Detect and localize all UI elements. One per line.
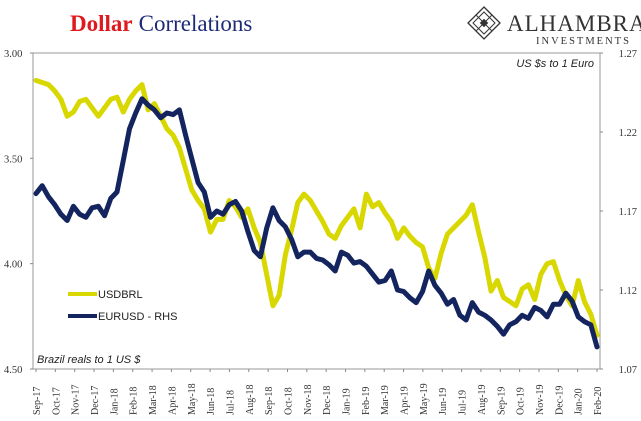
x-tick-label: Sep-17 xyxy=(32,387,43,415)
legend: USDBRL EURUSD - RHS xyxy=(68,289,177,323)
right-tick-label: 1.12 xyxy=(619,286,637,297)
left-tick-label: 3.50 xyxy=(4,154,22,165)
x-tick-label: Nov-19 xyxy=(535,384,546,415)
x-tick-label: Aug-19 xyxy=(477,384,488,415)
diamond-emblem-icon xyxy=(467,6,501,40)
left-axis-note: Brazil reals to 1 US $ xyxy=(37,354,141,366)
left-tick-label: 4.00 xyxy=(4,260,22,271)
x-tick-label: May-19 xyxy=(419,383,430,415)
right-tick-label: 1.27 xyxy=(619,49,637,60)
left-tick-label: 3.00 xyxy=(4,49,22,60)
title-red: Dollar xyxy=(70,11,133,36)
x-tick-label: Oct-17 xyxy=(51,387,62,415)
right-tick-label: 1.22 xyxy=(619,128,637,139)
x-tick-label: Jun-19 xyxy=(438,388,449,415)
x-tick-label: Dec-17 xyxy=(90,386,101,415)
x-tick-label: Jun-18 xyxy=(206,388,217,415)
x-tick-label: Feb-19 xyxy=(361,387,372,415)
x-tick-label: Feb-20 xyxy=(593,387,604,415)
x-tick-label: Sep-19 xyxy=(496,387,507,415)
series-layer xyxy=(33,77,600,350)
x-tick-label: Feb-18 xyxy=(129,387,140,415)
right-axis-note: US $s to 1 Euro xyxy=(516,58,594,70)
series-line-eurusd xyxy=(33,96,600,350)
x-tick-label: Sep-18 xyxy=(264,387,275,415)
brand-name: ALHAMBRA xyxy=(507,11,641,36)
x-tick-label: Jan-20 xyxy=(574,388,585,415)
legend-label-eurusd: EURUSD - RHS xyxy=(98,311,177,323)
x-tick-label: Oct-19 xyxy=(516,387,527,415)
right-tick-label: 1.07 xyxy=(619,365,637,376)
brand-subtitle: INVESTMENTS xyxy=(536,36,631,47)
x-tick-label: Jan-19 xyxy=(342,388,353,415)
x-tick-label: Mar-18 xyxy=(148,385,159,415)
x-tick-label: Jul-18 xyxy=(225,390,236,415)
left-axis: 3.00 3.50 4.00 4.50 xyxy=(4,49,33,376)
left-tick-label: 4.50 xyxy=(4,365,22,376)
right-axis: 1.27 1.22 1.17 1.12 1.07 xyxy=(600,49,637,376)
x-tick-label: Jan-18 xyxy=(109,388,120,415)
x-tick-label: Mar-19 xyxy=(380,385,391,415)
x-tick-label: Dec-19 xyxy=(554,386,565,415)
x-tick-label: Dec-18 xyxy=(322,386,333,415)
right-tick-label: 1.17 xyxy=(619,207,637,218)
x-tick-label: Apr-18 xyxy=(167,386,178,415)
series-line-usdbrl xyxy=(33,77,600,338)
alhambra-logo: ALHAMBRA INVESTMENTS xyxy=(467,6,641,47)
title-blue: Correlations xyxy=(139,11,253,36)
legend-label-usdbrl: USDBRL xyxy=(98,289,143,301)
x-tick-label: May-18 xyxy=(187,383,198,415)
chart-title: Dollar Correlations xyxy=(70,11,252,36)
x-tick-label: Jul-19 xyxy=(458,390,469,415)
x-tick-label: Aug-18 xyxy=(245,384,256,415)
x-tick-label: Apr-19 xyxy=(400,386,411,415)
x-tick-label: Nov-17 xyxy=(71,384,82,415)
x-tick-label: Oct-18 xyxy=(283,387,294,415)
x-axis: Sep-17 Oct-17 Nov-17 Dec-17 Jan-18 Feb-18 Mar-… xyxy=(32,369,604,415)
x-tick-label: Nov-18 xyxy=(303,384,314,415)
